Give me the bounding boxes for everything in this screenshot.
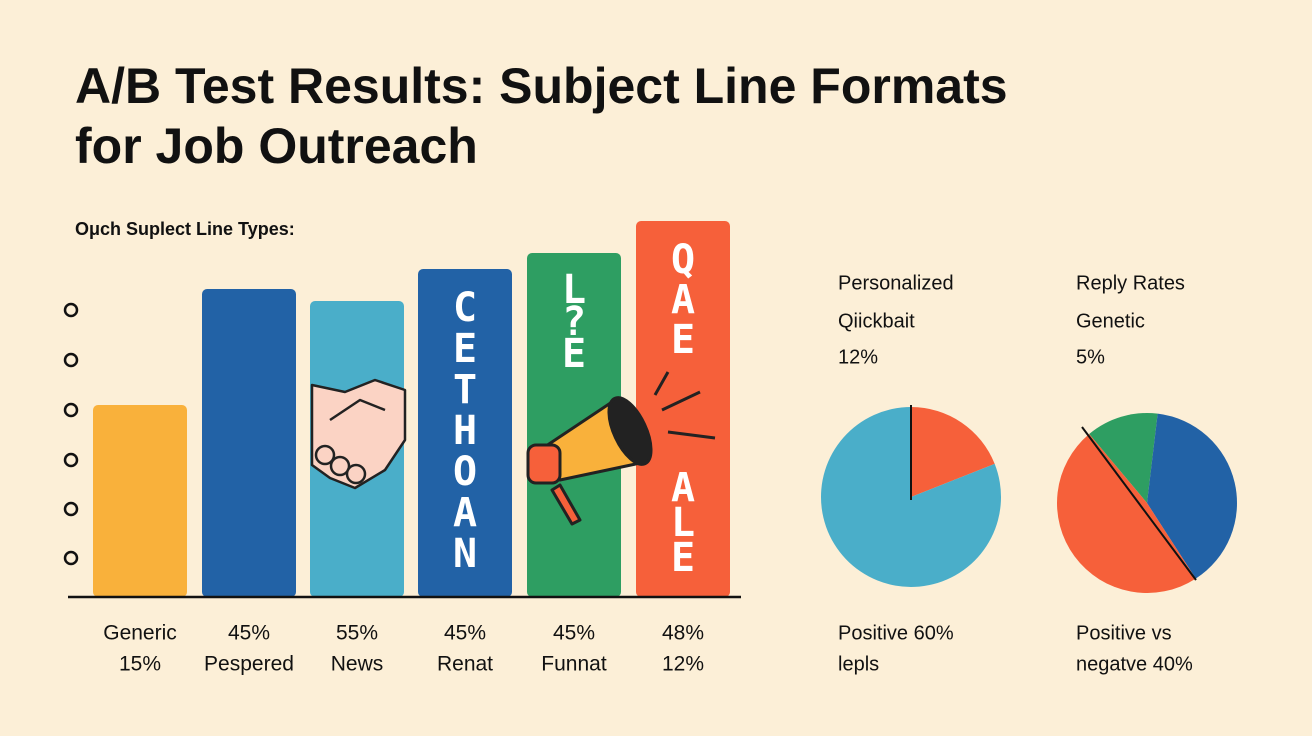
- handshake-icon: [310, 378, 407, 490]
- bar: [636, 221, 730, 597]
- bar-letter: A: [671, 277, 695, 323]
- pie-divider: [1081, 426, 1197, 581]
- bar-letter: E: [453, 326, 477, 372]
- bar: [93, 405, 187, 597]
- bar-letter: L: [562, 267, 586, 313]
- x-tick-label: Generic: [103, 622, 177, 645]
- x-tick-label: 45%: [553, 622, 595, 645]
- x-tick-label: 15%: [119, 653, 161, 676]
- x-tick-label: 48%: [662, 622, 704, 645]
- x-tick-label: 45%: [444, 622, 486, 645]
- bar-letter: A: [453, 490, 477, 536]
- bar-letter: A: [671, 465, 695, 511]
- x-tick-label: 12%: [662, 653, 704, 676]
- x-tick-label: Renat: [437, 653, 493, 676]
- bar-letter: ?: [562, 299, 586, 345]
- pie-slice: [1089, 413, 1158, 503]
- pie-heading: Personalized: [838, 272, 954, 294]
- bar: [202, 289, 296, 597]
- pie-slice: [911, 407, 995, 497]
- bar: [418, 269, 512, 597]
- bar-letter: C: [453, 285, 477, 331]
- bar-letter: E: [671, 535, 695, 581]
- megaphone-icon: [526, 371, 716, 526]
- pie-slice: [1147, 413, 1237, 579]
- pie-heading: Genetic: [1076, 310, 1145, 332]
- bar-letter: E: [562, 331, 586, 377]
- title: A/B Test Results: Subject Line Formats: [75, 58, 1008, 114]
- bar: [527, 253, 621, 597]
- bar-letter: E: [671, 317, 695, 363]
- pie-slice: [1057, 434, 1196, 594]
- bar-letter: N: [453, 531, 477, 577]
- bar-letter: H: [453, 408, 477, 454]
- x-tick-label: 55%: [336, 622, 378, 645]
- x-tick-label: 45%: [228, 622, 270, 645]
- bar-letter: O: [453, 449, 477, 495]
- pie-footer: Positive vs: [1076, 622, 1172, 644]
- pie-footer: lepls: [838, 653, 879, 675]
- pie-heading: 12%: [838, 346, 878, 368]
- x-tick-label: Pespered: [204, 653, 294, 676]
- pie-heading: Qiickbait: [838, 310, 915, 332]
- bar-letter: T: [453, 367, 477, 413]
- pie-heading: 5%: [1076, 346, 1105, 368]
- x-tick-label: News: [331, 653, 384, 676]
- pie-footer: negatve 40%: [1076, 653, 1193, 675]
- axis-dots: [63, 302, 79, 566]
- pie-heading: Reply Rates: [1076, 272, 1185, 294]
- pie-footer: Positive 60%: [838, 622, 954, 644]
- x-tick-label: Funnat: [541, 653, 607, 676]
- bar-letter: Q: [671, 237, 695, 283]
- title: for Job Outreach: [75, 118, 478, 174]
- subtitle: Oμch Suplect Line Types:: [75, 219, 295, 239]
- bar-letter: L: [671, 500, 695, 546]
